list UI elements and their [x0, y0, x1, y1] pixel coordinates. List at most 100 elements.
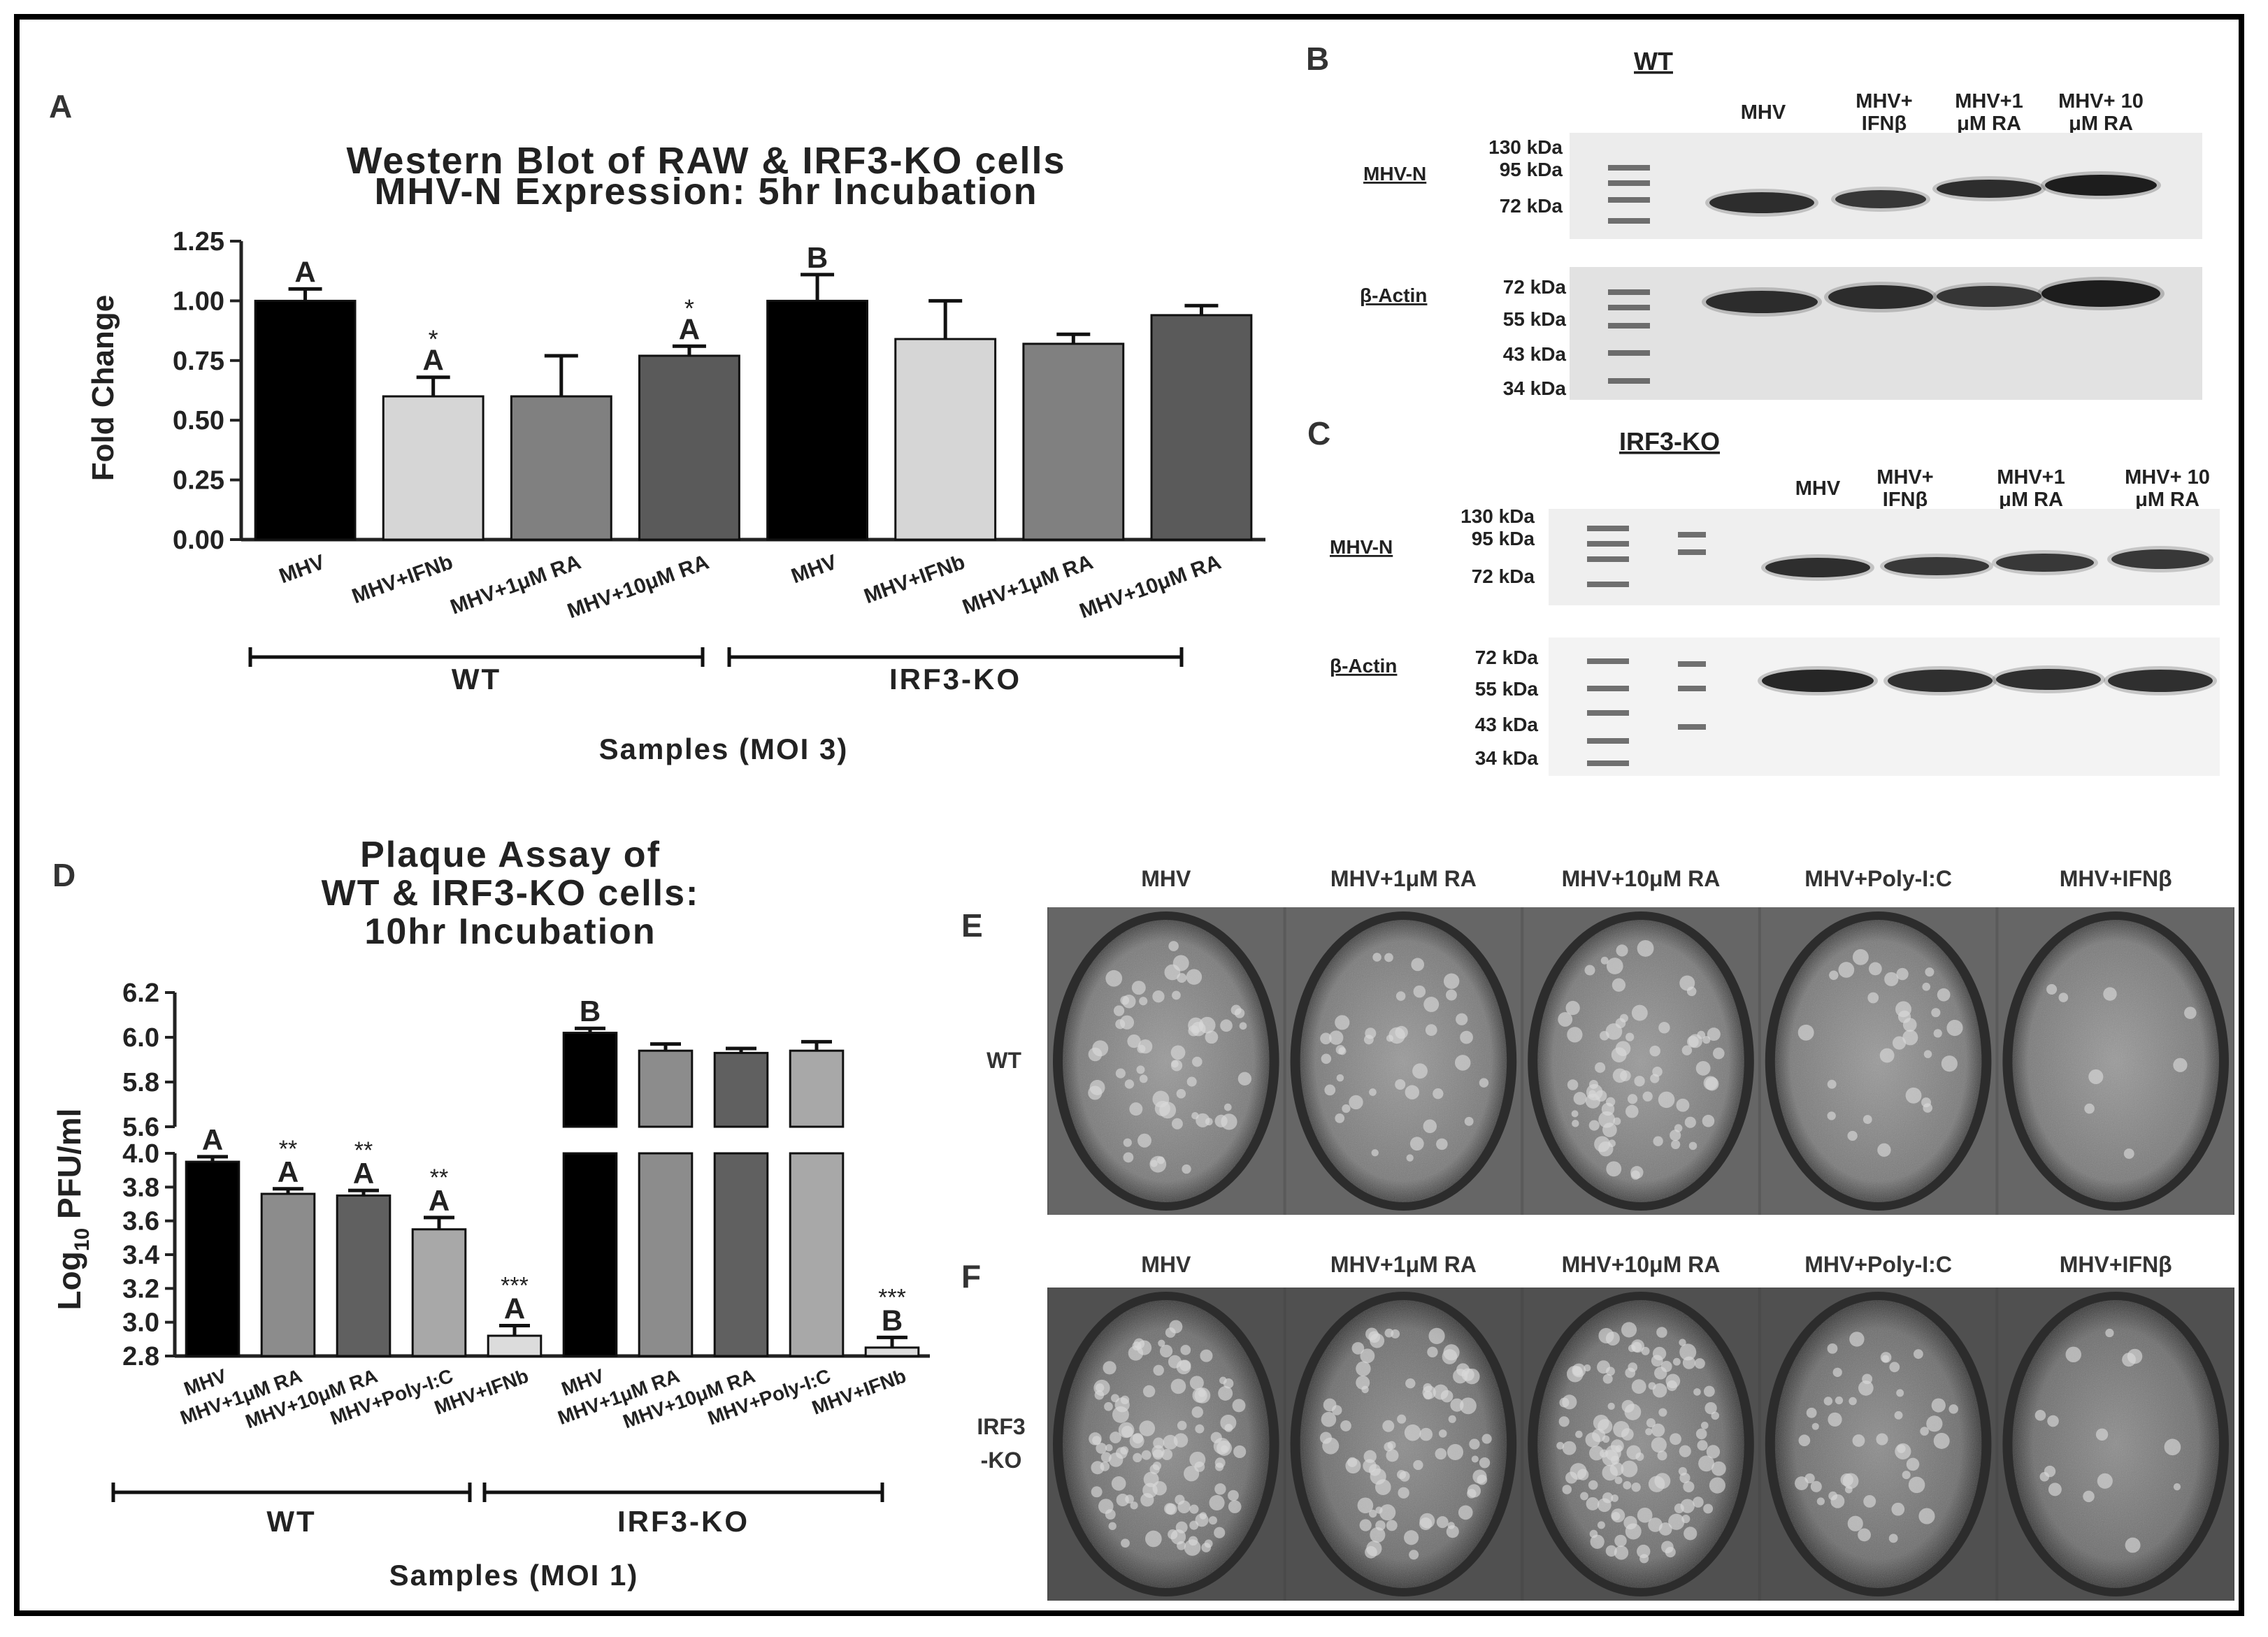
plaque	[1228, 1500, 1242, 1513]
plaque	[1191, 1021, 1206, 1037]
plate-column-label: MHV+1μM RA	[1330, 866, 1477, 891]
blot-b-mw-bottom: 55 kDa	[1503, 308, 1567, 330]
plaque	[1641, 1346, 1650, 1355]
plaque	[1345, 1458, 1361, 1474]
plaque	[1156, 1156, 1165, 1164]
chart-d-bar-upper	[638, 1049, 694, 1128]
plaque	[1214, 1114, 1228, 1127]
blot-b-actin-band	[2041, 280, 2160, 307]
plaque	[2173, 1483, 2181, 1491]
blot-c-mhvn-membrane	[1549, 509, 2220, 605]
plaque	[1387, 1441, 1396, 1450]
plaque	[1562, 1441, 1577, 1455]
plate-well-texture	[2012, 1300, 2219, 1588]
plaque	[1168, 1355, 1182, 1369]
plaque	[1651, 1355, 1663, 1367]
plaque	[1404, 1424, 1421, 1441]
plaque	[2058, 993, 2069, 1002]
plaque	[1436, 1516, 1449, 1529]
plaque	[1688, 1141, 1698, 1151]
chart-d-letter: B	[580, 995, 601, 1027]
plaque	[1214, 1483, 1226, 1495]
plaque	[1670, 1433, 1681, 1445]
blot-c-actin-band	[1762, 670, 1874, 692]
plaque	[1654, 1366, 1667, 1380]
plaque	[1829, 970, 1839, 980]
blot-c-ladder-bottom	[1587, 658, 1629, 664]
plaque	[1108, 1452, 1124, 1467]
plaque	[1442, 1349, 1458, 1364]
plaque	[2097, 1473, 2113, 1489]
plaque	[1709, 1477, 1725, 1494]
plaque	[1131, 981, 1146, 995]
plaque	[1933, 1029, 1942, 1038]
plaque	[1575, 1430, 1583, 1438]
blot-b-mhvn-band-halo	[1932, 176, 2046, 201]
plaque	[1913, 1349, 1923, 1360]
plaque	[1652, 1383, 1667, 1398]
plaque	[1467, 1489, 1477, 1499]
plaque	[1624, 1404, 1642, 1420]
plate-column-label: MHV+10μM RA	[1562, 866, 1721, 891]
chart-d-bar	[487, 1334, 543, 1357]
plaque	[1189, 1451, 1206, 1468]
plaque	[1600, 1449, 1609, 1458]
plaque	[1598, 1111, 1616, 1128]
plate-column-label: MHV+Poly-I:C	[1804, 1252, 1952, 1277]
plaque	[1423, 1390, 1433, 1400]
plaque	[1395, 991, 1406, 1001]
chart-d-bar	[411, 1228, 467, 1357]
plaque	[1363, 1450, 1377, 1464]
plaque	[1153, 1364, 1164, 1376]
plaque	[1658, 1408, 1667, 1417]
plate-well-texture	[1537, 920, 1744, 1202]
plaque	[1192, 1056, 1203, 1067]
plate-column-label: MHV+IFNβ	[2060, 1252, 2172, 1277]
plaque	[1118, 1422, 1135, 1438]
plaque	[1114, 1397, 1130, 1413]
blot-c-actin-band	[2108, 670, 2213, 692]
plaque	[1105, 1443, 1113, 1452]
chart-d-bar-lower	[562, 1152, 618, 1357]
plaque	[2044, 1465, 2056, 1478]
plaque	[1889, 1362, 1900, 1373]
plaque	[1201, 1543, 1212, 1552]
blot-b-ladder-bottom	[1608, 305, 1650, 310]
plaque	[1602, 1492, 1614, 1503]
chart-a-x-tick-label: MHV+1μM RA	[447, 551, 584, 619]
chart-d-y-tick-label: 5.8	[122, 1068, 159, 1097]
plaque	[1621, 1460, 1638, 1478]
blot-c-actin-band-halo	[1758, 666, 1878, 695]
chart-a-title: Western Blot of RAW & IRF3-KO cells	[346, 140, 1065, 182]
blot-c-row-mhvn: MHV-N	[1330, 536, 1393, 558]
plaque	[1184, 1466, 1200, 1482]
plaque	[1695, 1428, 1707, 1440]
chart-a-x-tick-label: MHV	[276, 551, 328, 589]
plaque	[1891, 1502, 1905, 1516]
plaque	[1357, 1497, 1374, 1514]
chart-d-star: **	[279, 1136, 297, 1162]
plaque	[1588, 1120, 1600, 1131]
plaque	[1605, 1097, 1616, 1106]
blot-b-lane-label: MHV+ 10	[2058, 90, 2144, 113]
blot-b-mw-bottom: 43 kDa	[1503, 343, 1567, 365]
blot-c-mw-top: 72 kDa	[1472, 565, 1535, 587]
plaque	[1895, 1443, 1911, 1460]
plaque	[1368, 1509, 1377, 1518]
plaque	[1646, 1418, 1656, 1428]
plaque	[1184, 1539, 1201, 1556]
plaque	[2095, 1428, 2109, 1441]
plaque	[1089, 1432, 1102, 1445]
plate-row-f-label-2: -KO	[981, 1448, 1022, 1473]
plaque	[1170, 1060, 1183, 1072]
plaque	[1446, 989, 1457, 1001]
plaque	[2173, 1058, 2188, 1072]
plaque	[1230, 1004, 1242, 1016]
plaque	[1356, 1361, 1371, 1376]
plaque	[1637, 1544, 1651, 1559]
plaque	[2034, 1410, 2046, 1421]
plaque	[1186, 1076, 1197, 1087]
chart-d-y-tick-label: 3.6	[122, 1207, 159, 1236]
plaque	[1658, 1522, 1672, 1536]
plaque	[1214, 1527, 1226, 1538]
